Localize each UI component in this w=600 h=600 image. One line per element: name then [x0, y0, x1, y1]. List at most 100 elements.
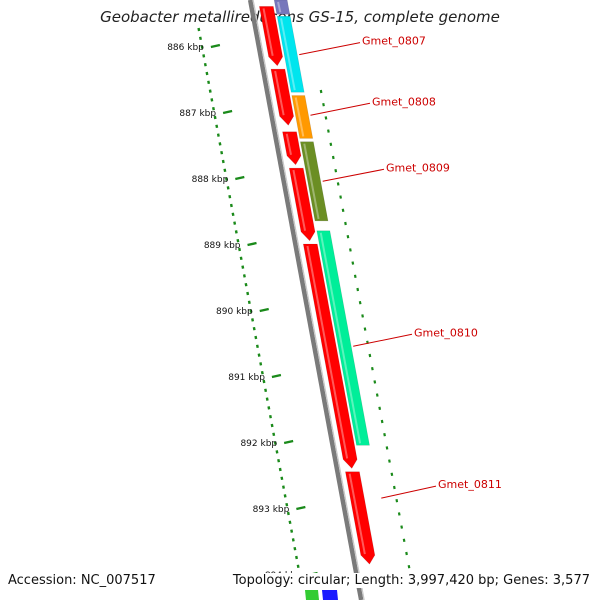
red-cds-block[interactable]	[258, 6, 283, 67]
skew-dot	[334, 168, 338, 173]
gc-dot	[283, 494, 287, 498]
red-cds-block-shine	[274, 70, 285, 116]
leader-line	[353, 333, 413, 347]
tick-label: 889 kbp	[204, 241, 241, 251]
tick-mark	[222, 109, 233, 115]
skew-dot	[373, 380, 377, 384]
gene-labels: Gmet_0807 Gmet_0808 Gmet_0809 Gmet_0810 Gmet…	[299, 35, 502, 499]
tick-label: 886 kbp	[167, 43, 204, 53]
skew-dot	[327, 129, 330, 133]
gc-dot	[241, 265, 245, 269]
skew-dot	[402, 538, 406, 543]
gc-dot	[286, 511, 290, 516]
gc-dot	[267, 406, 271, 410]
gc-dot	[265, 397, 269, 401]
gc-dot	[239, 256, 243, 261]
skew-dot	[380, 419, 384, 424]
red-cds-block[interactable]	[270, 68, 294, 126]
gene-label[interactable]: Gmet_0809	[386, 161, 450, 174]
gc-dot	[242, 274, 246, 278]
gc-dot	[236, 238, 240, 243]
gene-label[interactable]: Gmet_0808	[372, 95, 436, 108]
gc-dot	[203, 62, 207, 67]
gene-label[interactable]: Gmet_0811	[438, 478, 502, 491]
backbone-highlight	[252, 0, 365, 600]
skew-dot	[324, 116, 328, 120]
gc-dot	[255, 344, 259, 349]
skew-dot	[329, 142, 333, 147]
gc-dot	[221, 159, 225, 164]
gene-label[interactable]: Gmet_0810	[414, 326, 478, 339]
gene-block[interactable]	[300, 141, 329, 222]
gene-block[interactable]	[276, 15, 305, 93]
gene-block[interactable]	[316, 230, 370, 446]
bottom-blocks	[305, 590, 338, 600]
gc-dot	[254, 335, 258, 340]
accession-text: Accession: NC_007517	[8, 573, 156, 588]
gc-dot	[197, 27, 201, 32]
gc-dot	[282, 485, 285, 489]
gc-dot	[264, 388, 268, 393]
gc-dot	[290, 529, 294, 533]
skew-dot	[385, 446, 389, 450]
gc-dot	[293, 546, 297, 551]
tick-mark	[283, 439, 294, 445]
skew-dot	[358, 300, 362, 305]
skew-dot	[400, 525, 404, 529]
skew-dot	[351, 261, 355, 265]
skew-dot	[375, 393, 379, 397]
tick-label: 893 kbp	[253, 505, 290, 515]
gc-dot	[291, 538, 295, 542]
gc-dot	[280, 476, 284, 481]
red-cds-block-shine	[348, 473, 366, 555]
gc-dot	[229, 203, 233, 208]
topology-text: Topology: circular; Length: 3,997,420 bp…	[232, 573, 590, 588]
gene-block[interactable]	[305, 590, 319, 600]
skew-dot	[356, 287, 360, 292]
red-cds-block[interactable]	[288, 167, 316, 242]
skew-dot	[407, 564, 411, 569]
gc-dot	[275, 450, 279, 454]
gc-dot	[226, 186, 230, 190]
gene-label[interactable]: Gmet_0807	[362, 35, 426, 48]
tick-label: 890 kbp	[216, 307, 253, 317]
gc-dot	[296, 564, 300, 569]
gc-dot	[247, 300, 251, 305]
red-cds-block[interactable]	[282, 131, 302, 166]
tick-mark	[271, 373, 282, 379]
gc-dot	[233, 221, 237, 225]
skew-dot	[378, 406, 382, 411]
backbone	[247, 0, 365, 600]
gc-dot	[251, 318, 255, 322]
gc-dot	[252, 326, 256, 331]
gc-dot	[249, 309, 253, 313]
skew-dot	[363, 327, 367, 331]
gene-block[interactable]	[273, 0, 291, 15]
tick-mark	[259, 307, 269, 313]
gene-block[interactable]	[291, 95, 314, 139]
skew-dot	[339, 195, 342, 199]
gc-dot	[213, 115, 217, 120]
gc-dot	[272, 432, 276, 437]
gene-block-shine	[303, 143, 320, 220]
gc-dot	[257, 353, 261, 357]
tick-label: 887 kbp	[179, 109, 216, 119]
red-cds-block[interactable]	[345, 471, 376, 565]
skew-dot	[344, 221, 347, 226]
leader-line	[381, 485, 437, 499]
gene-block[interactable]	[322, 590, 338, 600]
skew-dot	[322, 102, 325, 107]
gene-block-shine	[319, 232, 362, 444]
gene-block-shine	[280, 18, 296, 91]
gc-dot	[273, 441, 277, 445]
gc-dot	[246, 291, 250, 296]
gc-dot	[216, 133, 220, 137]
gc-dot	[220, 150, 224, 155]
skew-dot	[346, 234, 350, 239]
red-cds-block-shine	[285, 133, 292, 155]
leader-line	[322, 168, 385, 182]
gc-dot	[210, 98, 214, 102]
gc-dot	[202, 54, 206, 58]
red-cds-block[interactable]	[302, 243, 358, 469]
